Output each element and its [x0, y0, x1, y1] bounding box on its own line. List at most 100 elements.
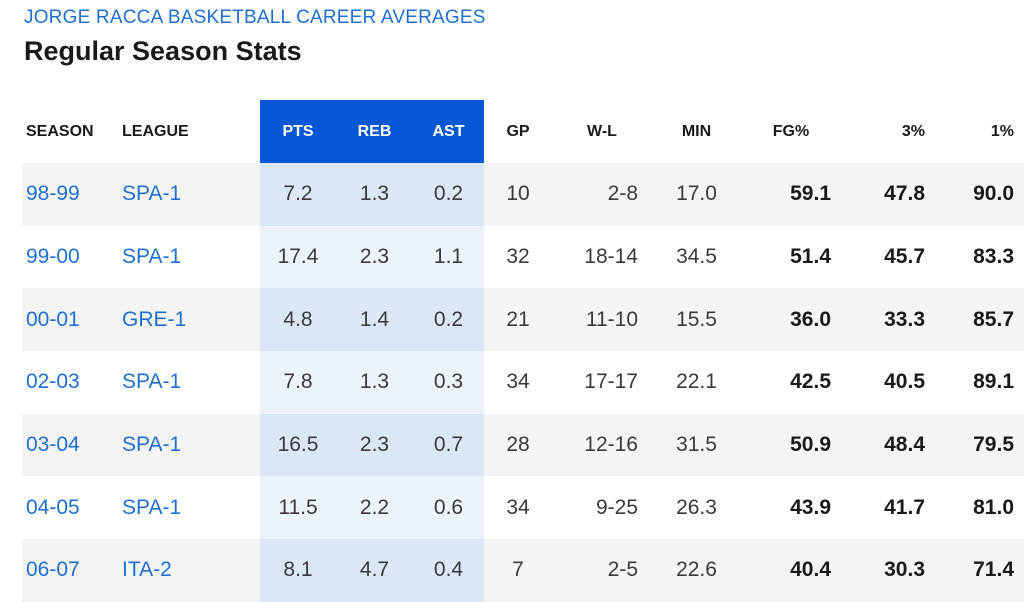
cell-three-pct: 40.5 [841, 351, 935, 414]
cell-min: 22.6 [652, 539, 741, 602]
cell-league[interactable]: SPA-1 [122, 225, 260, 289]
cell-ast: 0.7 [413, 413, 484, 477]
cell-ft-pct: 90.0 [935, 163, 1024, 226]
cell-ft-pct: 89.1 [935, 351, 1024, 414]
col-header-ast[interactable]: AST [413, 100, 484, 163]
table-row: 00-01 GRE-1 4.8 1.4 0.2 21 11-10 15.5 36.0 33.3 85… [22, 288, 1024, 352]
cell-wl: 17-17 [552, 351, 652, 414]
cell-ast: 0.2 [413, 163, 484, 226]
col-header-gp[interactable]: GP [506, 122, 530, 140]
cell-fg-pct: 36.0 [741, 288, 841, 352]
col-header-reb[interactable]: REB [336, 100, 413, 163]
cell-season[interactable]: 03-04 [22, 413, 122, 477]
col-header-three-pct[interactable]: 3% [901, 122, 925, 140]
cell-gp: 34 [484, 476, 552, 540]
cell-fg-pct: 42.5 [741, 351, 841, 414]
cell-gp: 34 [484, 351, 552, 414]
cell-league[interactable]: SPA-1 [122, 413, 260, 477]
cell-ast: 0.2 [413, 288, 484, 352]
table-row: 99-00 SPA-1 17.4 2.3 1.1 32 18-14 34.5 51.4 45.7 8… [22, 225, 1024, 289]
col-header-season[interactable]: SEASON [26, 122, 94, 140]
table-row: 02-03 SPA-1 7.8 1.3 0.3 34 17-17 22.1 42.5 40.5 89… [22, 351, 1024, 414]
cell-fg-pct: 59.1 [741, 163, 841, 226]
cell-pts: 8.1 [260, 539, 336, 602]
cell-ft-pct: 79.5 [935, 413, 1024, 477]
cell-gp: 10 [484, 163, 552, 226]
cell-season[interactable]: 00-01 [22, 288, 122, 352]
cell-min: 34.5 [652, 225, 741, 289]
cell-fg-pct: 51.4 [741, 225, 841, 289]
page-title: Regular Season Stats [24, 36, 302, 66]
cell-ast: 0.4 [413, 539, 484, 602]
cell-wl: 9-25 [552, 476, 652, 540]
table-row: 06-07 ITA-2 8.1 4.7 0.4 7 2-5 22.6 40.4 30.3 71.4 [22, 539, 1024, 602]
cell-league[interactable]: ITA-2 [122, 539, 260, 602]
cell-league[interactable]: SPA-1 [122, 163, 260, 226]
col-header-wl[interactable]: W-L [587, 122, 617, 140]
cell-ft-pct: 85.7 [935, 288, 1024, 352]
cell-pts: 7.8 [260, 351, 336, 414]
cell-pts: 11.5 [260, 476, 336, 540]
cell-pts: 7.2 [260, 163, 336, 226]
col-header-ft-pct[interactable]: 1% [990, 122, 1014, 140]
col-header-league[interactable]: LEAGUE [122, 122, 189, 140]
cell-reb: 1.3 [336, 351, 413, 414]
cell-pts: 16.5 [260, 413, 336, 477]
cell-gp: 28 [484, 413, 552, 477]
page-kicker: JORGE RACCA BASKETBALL CAREER AVERAGES [24, 7, 486, 28]
cell-min: 22.1 [652, 351, 741, 414]
cell-three-pct: 45.7 [841, 225, 935, 289]
table-body: 98-99 SPA-1 7.2 1.3 0.2 10 2-8 17.0 59.1 47.8 90.0… [22, 163, 1024, 602]
cell-league[interactable]: SPA-1 [122, 351, 260, 414]
cell-season[interactable]: 98-99 [22, 163, 122, 226]
cell-ast: 0.6 [413, 476, 484, 540]
cell-reb: 2.3 [336, 413, 413, 477]
cell-wl: 12-16 [552, 413, 652, 477]
table-row: 04-05 SPA-1 11.5 2.2 0.6 34 9-25 26.3 43.9 41.7 81… [22, 476, 1024, 540]
cell-reb: 4.7 [336, 539, 413, 602]
cell-pts: 17.4 [260, 225, 336, 289]
cell-gp: 7 [484, 539, 552, 602]
cell-gp: 32 [484, 225, 552, 289]
cell-wl: 18-14 [552, 225, 652, 289]
cell-three-pct: 33.3 [841, 288, 935, 352]
cell-league[interactable]: SPA-1 [122, 476, 260, 540]
cell-three-pct: 48.4 [841, 413, 935, 477]
cell-reb: 2.2 [336, 476, 413, 540]
cell-season[interactable]: 06-07 [22, 539, 122, 602]
cell-reb: 2.3 [336, 225, 413, 289]
cell-three-pct: 30.3 [841, 539, 935, 602]
col-header-pts[interactable]: PTS [260, 100, 336, 163]
cell-season[interactable]: 99-00 [22, 225, 122, 289]
table-row: 98-99 SPA-1 7.2 1.3 0.2 10 2-8 17.0 59.1 47.8 90.0 [22, 163, 1024, 226]
col-header-min[interactable]: MIN [681, 122, 712, 140]
cell-league[interactable]: GRE-1 [122, 288, 260, 352]
cell-ft-pct: 83.3 [935, 225, 1024, 289]
table-row: 03-04 SPA-1 16.5 2.3 0.7 28 12-16 31.5 50.9 48.4 7… [22, 413, 1024, 477]
col-header-fg-pct[interactable]: FG% [772, 122, 810, 140]
cell-ft-pct: 71.4 [935, 539, 1024, 602]
cell-pts: 4.8 [260, 288, 336, 352]
cell-min: 15.5 [652, 288, 741, 352]
regular-season-stats-table: SEASON LEAGUE PTS REB AST GP W-L MIN FG%… [22, 100, 1024, 602]
cell-fg-pct: 50.9 [741, 413, 841, 477]
cell-ast: 1.1 [413, 225, 484, 289]
cell-reb: 1.3 [336, 163, 413, 226]
cell-ft-pct: 81.0 [935, 476, 1024, 540]
cell-wl: 2-5 [552, 539, 652, 602]
cell-min: 31.5 [652, 413, 741, 477]
table-header-row: SEASON LEAGUE PTS REB AST GP W-L MIN FG%… [22, 100, 1024, 163]
cell-min: 26.3 [652, 476, 741, 540]
cell-wl: 11-10 [552, 288, 652, 352]
cell-gp: 21 [484, 288, 552, 352]
cell-season[interactable]: 04-05 [22, 476, 122, 540]
cell-fg-pct: 43.9 [741, 476, 841, 540]
cell-three-pct: 41.7 [841, 476, 935, 540]
cell-ast: 0.3 [413, 351, 484, 414]
cell-three-pct: 47.8 [841, 163, 935, 226]
cell-wl: 2-8 [552, 163, 652, 226]
cell-season[interactable]: 02-03 [22, 351, 122, 414]
cell-min: 17.0 [652, 163, 741, 226]
cell-fg-pct: 40.4 [741, 539, 841, 602]
